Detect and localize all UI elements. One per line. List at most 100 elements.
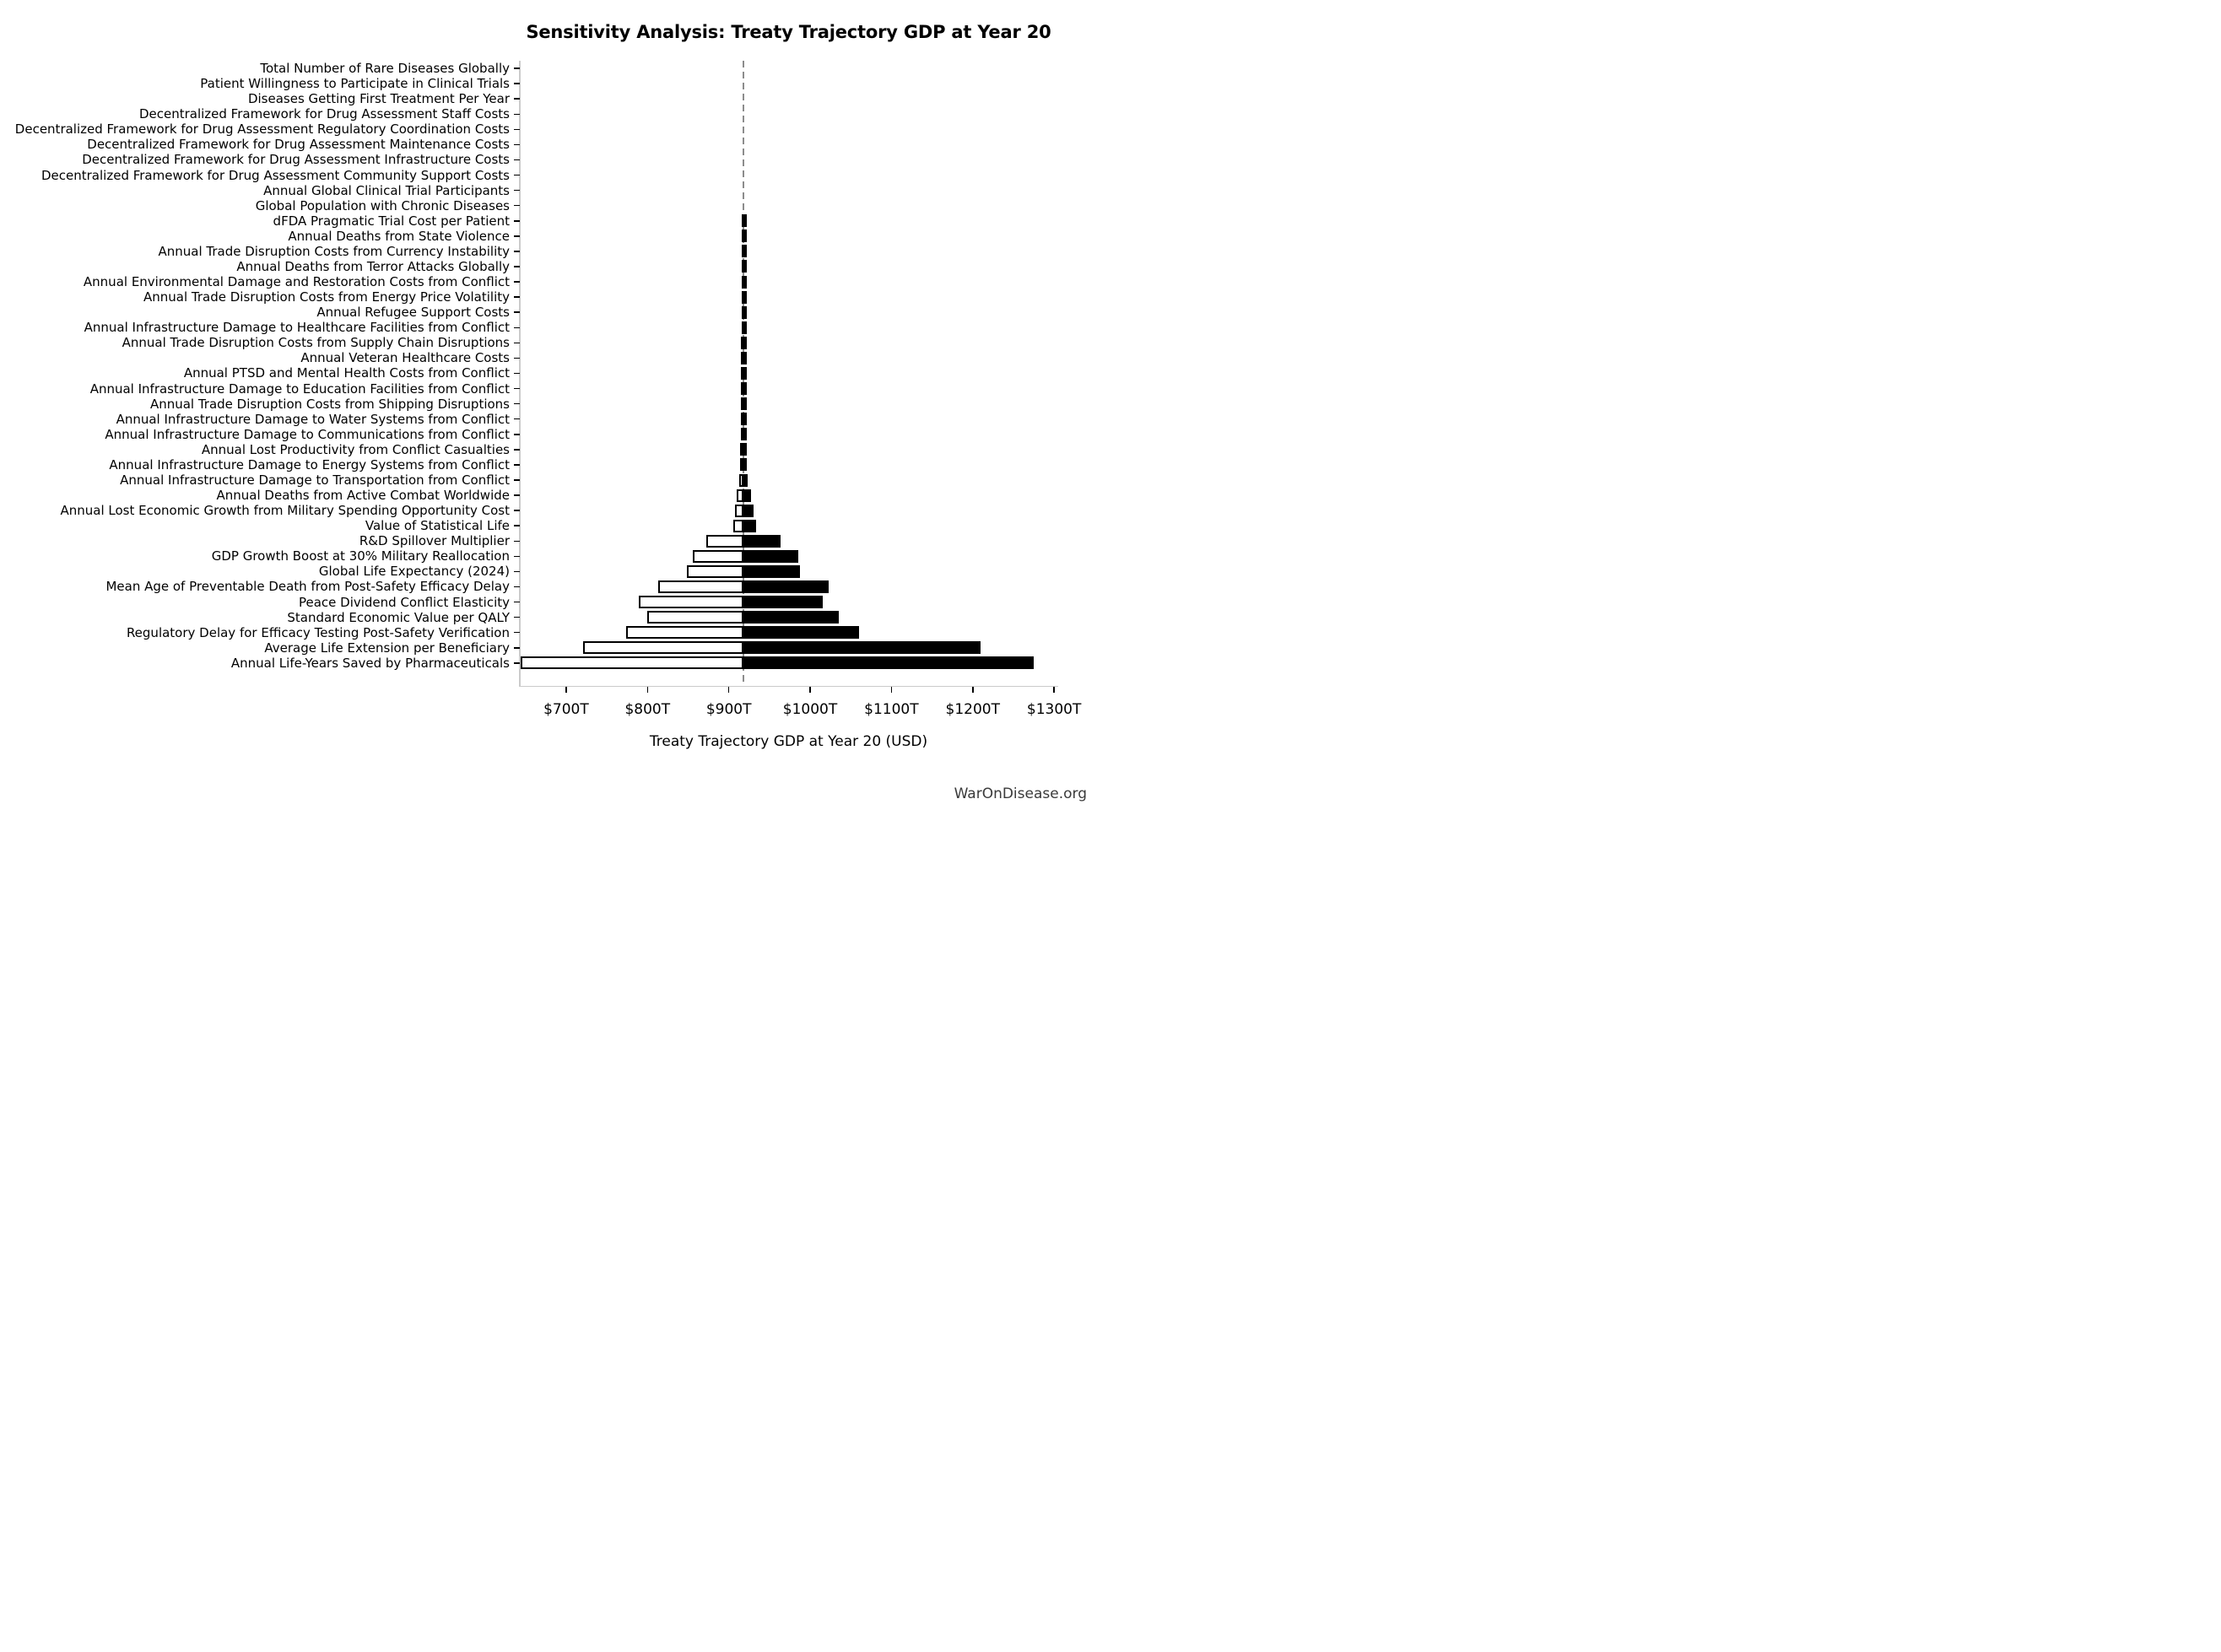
high-bar xyxy=(743,458,748,472)
y-tick xyxy=(514,220,520,222)
low-bar xyxy=(687,564,743,578)
high-bar xyxy=(743,549,798,563)
category-label: Decentralized Framework for Drug Assessm… xyxy=(41,167,510,183)
x-tick xyxy=(890,687,893,693)
category-label: Decentralized Framework for Drug Assessm… xyxy=(14,121,510,138)
y-tick xyxy=(514,616,520,618)
y-tick xyxy=(514,266,520,267)
bottom-axis-spine xyxy=(519,685,1058,687)
x-tick-label: $700T xyxy=(543,701,589,718)
y-tick xyxy=(514,67,520,69)
category-label: Annual Infrastructure Damage to Healthca… xyxy=(84,320,510,336)
y-tick xyxy=(514,540,520,543)
y-tick xyxy=(514,662,520,664)
y-tick xyxy=(514,434,520,435)
high-bar xyxy=(743,443,747,456)
low-bar xyxy=(740,397,744,411)
x-tick-label: $1000T xyxy=(782,701,838,718)
high-bar xyxy=(743,397,747,411)
y-tick xyxy=(514,143,520,146)
category-label: Decentralized Framework for Drug Assessm… xyxy=(82,152,510,168)
low-bar xyxy=(639,596,743,609)
x-tick xyxy=(565,687,567,693)
y-tick xyxy=(514,235,520,237)
low-bar xyxy=(647,611,743,624)
y-tick xyxy=(514,555,520,558)
high-bar xyxy=(743,489,751,502)
x-tick xyxy=(972,687,974,693)
high-bar xyxy=(743,611,840,624)
high-bar xyxy=(743,596,823,609)
category-label: Mean Age of Preventable Death from Post-… xyxy=(105,579,510,595)
low-bar xyxy=(734,504,743,517)
y-tick xyxy=(514,387,520,390)
category-label: Annual Infrastructure Damage to Water Sy… xyxy=(116,411,510,427)
y-axis-category-labels: Total Number of Rare Diseases Globally Pa… xyxy=(0,61,510,686)
low-bar xyxy=(740,413,744,426)
low-bar xyxy=(739,473,743,487)
category-label: Decentralized Framework for Drug Assessm… xyxy=(87,137,510,153)
category-label: Patient Willingness to Participate in Cl… xyxy=(200,76,510,92)
high-bar xyxy=(743,260,747,273)
y-tick xyxy=(514,327,520,329)
x-tick-label: $800T xyxy=(624,701,671,718)
y-tick xyxy=(514,418,520,420)
y-tick xyxy=(514,449,520,451)
category-label: Decentralized Framework for Drug Assessm… xyxy=(138,106,510,122)
x-tick-label: $1300T xyxy=(1026,701,1082,718)
low-bar xyxy=(740,428,744,441)
y-tick xyxy=(514,525,520,526)
category-label: Annual PTSD and Mental Health Costs from… xyxy=(183,365,510,381)
category-label: Global Population with Chronic Diseases xyxy=(255,197,510,213)
category-label: Annual Infrastructure Damage to Energy S… xyxy=(109,456,510,472)
x-tick-label: $1200T xyxy=(945,701,1000,718)
y-tick xyxy=(514,189,520,192)
high-bar xyxy=(743,367,747,380)
high-bar xyxy=(743,519,757,532)
category-label: Annual Deaths from Active Combat Worldwi… xyxy=(216,488,511,504)
low-bar xyxy=(740,443,744,456)
high-bar xyxy=(743,534,781,548)
y-tick xyxy=(514,464,520,466)
category-label: Annual Trade Disruption Costs from Shipp… xyxy=(149,396,510,412)
low-bar xyxy=(732,519,743,532)
y-tick xyxy=(514,479,520,481)
category-label: Annual Infrastructure Damage to Transpor… xyxy=(120,472,510,488)
y-tick xyxy=(514,281,520,283)
category-label: Annual Environmental Damage and Restorat… xyxy=(83,274,510,290)
category-label: Total Number of Rare Diseases Globally xyxy=(260,61,510,76)
sensitivity-tornado-figure: Sensitivity Analysis: Treaty Trajectory … xyxy=(0,0,1110,826)
category-label: Annual Trade Disruption Costs from Curre… xyxy=(158,243,510,259)
low-bar xyxy=(737,489,743,502)
high-bar xyxy=(743,428,747,441)
category-label: R&D Spillover Multiplier xyxy=(359,533,510,549)
y-tick xyxy=(514,647,520,649)
low-bar xyxy=(582,641,743,655)
category-label: Annual Deaths from State Violence xyxy=(288,228,510,244)
category-label: Annual Trade Disruption Costs from Suppl… xyxy=(122,335,510,351)
x-tick xyxy=(809,687,811,693)
y-tick xyxy=(514,601,520,603)
category-label: Annual Veteran Healthcare Costs xyxy=(300,350,510,366)
page-title: Sensitivity Analysis: Treaty Trajectory … xyxy=(526,22,1051,42)
high-bar xyxy=(743,229,747,243)
low-bar xyxy=(658,580,743,594)
category-label: Annual Global Clinical Trial Participant… xyxy=(263,182,510,198)
y-tick xyxy=(514,159,520,161)
y-tick xyxy=(514,494,520,496)
y-tick xyxy=(514,631,520,634)
category-label: Annual Lost Productivity from Conflict C… xyxy=(201,441,510,457)
high-bar xyxy=(743,351,747,364)
category-label: Annual Infrastructure Damage to Communic… xyxy=(105,426,510,442)
x-tick-label: $900T xyxy=(705,701,752,718)
y-tick xyxy=(514,251,520,252)
y-tick xyxy=(514,357,520,359)
category-label: Annual Lost Economic Growth from Militar… xyxy=(60,503,511,519)
y-tick xyxy=(514,342,520,344)
y-tick xyxy=(514,83,520,84)
high-bar xyxy=(743,641,981,655)
y-tick xyxy=(514,128,520,131)
y-tick xyxy=(514,586,520,588)
category-label: GDP Growth Boost at 30% Military Realloc… xyxy=(211,548,510,564)
x-tick-label: $1100T xyxy=(864,701,919,718)
